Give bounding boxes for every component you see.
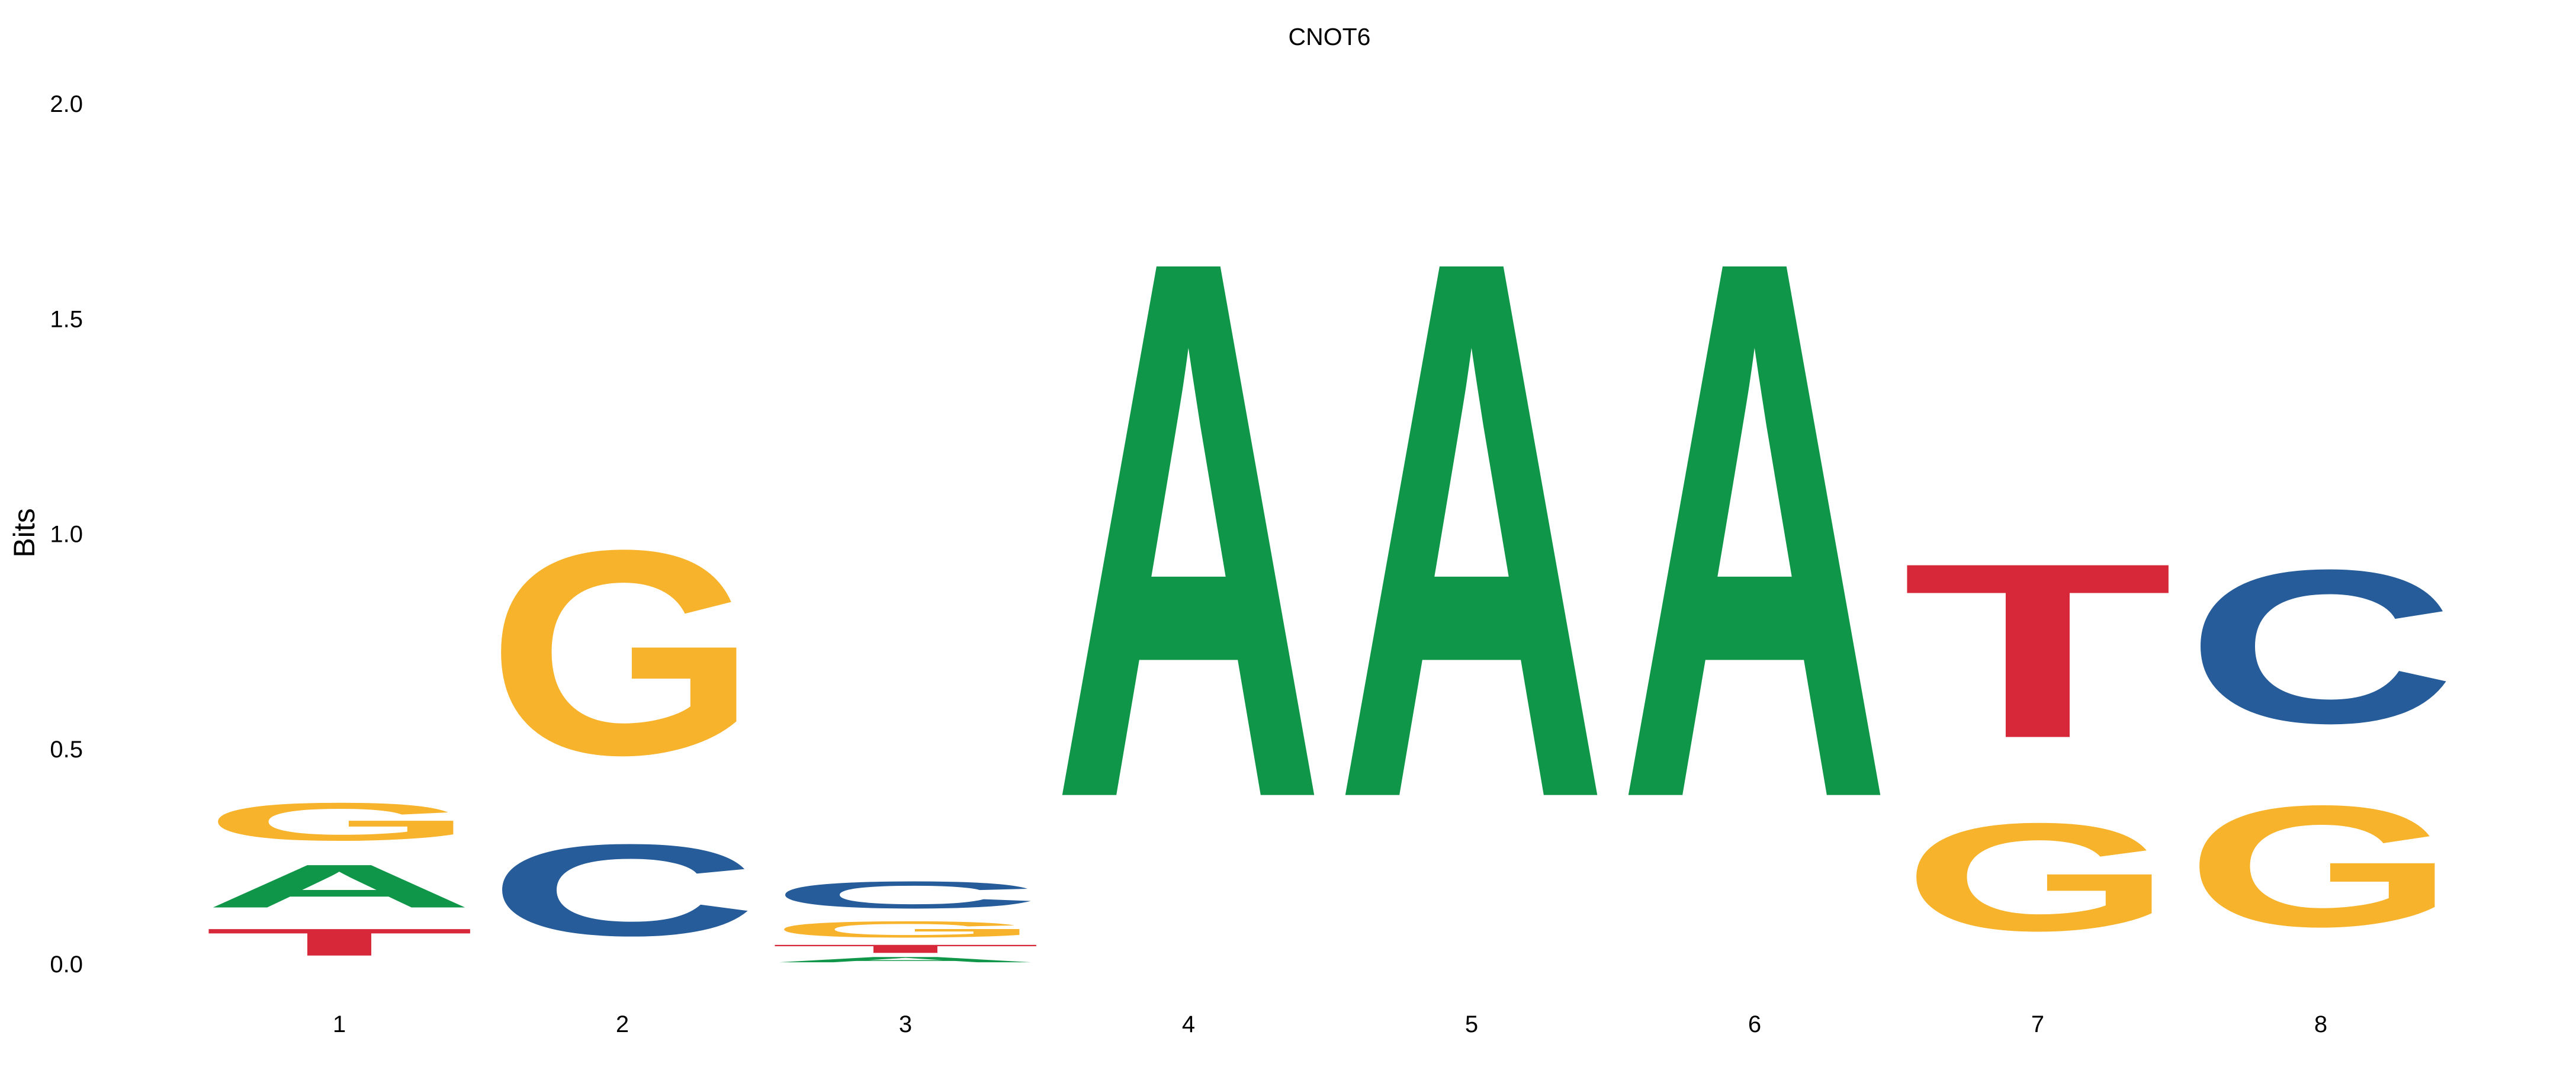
x-tick-label: 4 xyxy=(1182,1011,1195,1037)
logo-letter-A: A xyxy=(204,852,475,921)
x-tick-label: 5 xyxy=(1465,1011,1478,1037)
chart-title: CNOT6 xyxy=(1289,23,1371,50)
x-tick-label: 3 xyxy=(899,1011,912,1037)
y-tick-label: 1.5 xyxy=(50,306,83,332)
x-tick-label: 2 xyxy=(616,1011,629,1037)
y-axis-ticks: 0.0 0.5 1.0 1.5 2.0 xyxy=(50,91,83,978)
logo-letter-G: G xyxy=(1902,792,2173,963)
x-tick-label: 6 xyxy=(1748,1011,1761,1037)
logo-letter-A: A xyxy=(770,955,1041,963)
y-tick-label: 2.0 xyxy=(50,91,83,117)
y-axis-label: Bits xyxy=(8,508,41,557)
logo-letter-G: G xyxy=(487,490,758,816)
y-tick-label: 0.0 xyxy=(50,952,83,978)
x-tick-label: 8 xyxy=(2314,1011,2327,1037)
logo-letter-G: G xyxy=(2185,770,2456,963)
y-tick-label: 0.5 xyxy=(50,737,83,763)
logo-letter-T: T xyxy=(770,943,1041,956)
logo-letter-C: C xyxy=(770,873,1041,917)
x-tick-label: 7 xyxy=(2031,1011,2044,1037)
x-tick-label: 1 xyxy=(333,1011,346,1037)
logo-letter-A: A xyxy=(1053,101,1324,958)
logo-letter-G: G xyxy=(204,792,475,851)
logo-letter-T: T xyxy=(1902,511,2173,790)
logo-letter-G: G xyxy=(770,917,1041,942)
x-axis-ticks: 1 2 3 4 5 6 7 8 xyxy=(333,1011,2327,1037)
logo-letter-T: T xyxy=(204,921,475,964)
logo-letter-A: A xyxy=(1336,101,1607,958)
y-tick-label: 1.0 xyxy=(50,522,83,548)
logo-letter-C: C xyxy=(2185,525,2456,769)
logo-letter-C: C xyxy=(487,817,758,963)
logo-letter-A: A xyxy=(1619,101,1890,958)
